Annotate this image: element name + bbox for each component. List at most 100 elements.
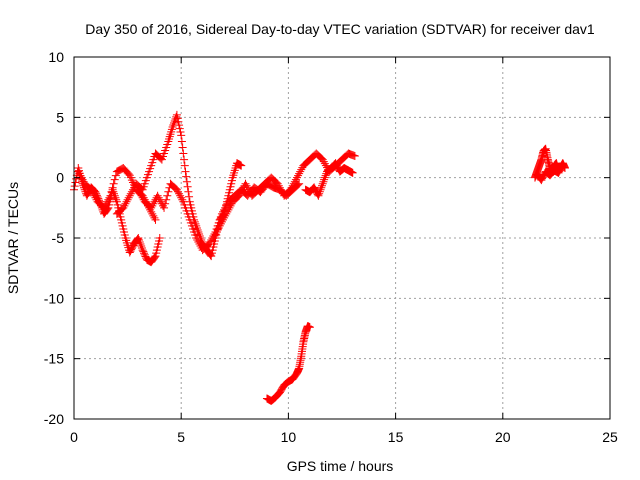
axis-ticks bbox=[73, 56, 611, 420]
data-point-interp bbox=[107, 187, 116, 196]
data-point bbox=[192, 234, 201, 242]
data-point bbox=[100, 203, 109, 212]
data-point-interp bbox=[275, 389, 284, 398]
data-point-interp bbox=[267, 182, 276, 191]
data-point-interp bbox=[124, 170, 133, 179]
data-point-interp bbox=[89, 189, 98, 198]
data-point-interp bbox=[135, 187, 144, 196]
data-point bbox=[106, 191, 115, 200]
data-point-interp bbox=[219, 215, 228, 224]
data-point-interp bbox=[212, 227, 221, 236]
data-point-interp bbox=[275, 183, 284, 192]
data-point-interp bbox=[140, 249, 149, 258]
data-point-interp bbox=[316, 153, 325, 162]
y-tick-label: 0 bbox=[56, 170, 64, 186]
data-point bbox=[181, 167, 190, 176]
data-point bbox=[125, 191, 134, 200]
data-point-interp bbox=[175, 189, 184, 198]
data-point-interp bbox=[117, 205, 126, 214]
data-point bbox=[273, 179, 282, 188]
data-point-interp bbox=[150, 213, 159, 222]
data-point-interp bbox=[136, 240, 145, 249]
data-point-interp bbox=[271, 177, 280, 186]
data-point-interp bbox=[177, 193, 186, 202]
data-point-interp bbox=[202, 242, 211, 251]
data-point-interp bbox=[185, 192, 194, 201]
x-tick-label: 0 bbox=[70, 429, 78, 445]
data-point bbox=[235, 191, 244, 200]
data-point-interp bbox=[276, 185, 285, 194]
data-point-interp bbox=[138, 193, 147, 202]
data-point bbox=[74, 167, 83, 176]
data-point-interp bbox=[105, 193, 114, 202]
data-point-interp bbox=[122, 197, 131, 206]
data-point bbox=[305, 323, 314, 332]
data-point bbox=[87, 185, 96, 194]
data-point-interp bbox=[220, 213, 229, 222]
data-point-interp bbox=[126, 189, 135, 198]
data-point bbox=[172, 185, 181, 194]
y-tick-label: -15 bbox=[44, 351, 64, 367]
data-point-interp bbox=[290, 177, 299, 186]
data-point bbox=[160, 203, 169, 212]
data-point-interp bbox=[124, 193, 133, 202]
data-point-interp bbox=[320, 173, 329, 182]
data-point-interp bbox=[154, 193, 163, 202]
x-tick-label: 15 bbox=[388, 429, 404, 445]
data-point-interp bbox=[139, 247, 148, 256]
data-point-interp bbox=[85, 183, 94, 192]
data-point bbox=[119, 203, 128, 212]
y-tick-labels: -20 -15 -10 -5 0 5 10 bbox=[44, 49, 64, 427]
data-point-interp bbox=[195, 231, 204, 240]
x-tick-label: 25 bbox=[602, 429, 618, 445]
data-point-interp bbox=[178, 143, 187, 152]
data-point-interp bbox=[156, 154, 165, 163]
data-point-interp bbox=[176, 128, 185, 137]
data-point bbox=[134, 234, 143, 242]
data-point-interp bbox=[184, 187, 193, 196]
data-point-interp bbox=[217, 217, 226, 226]
data-point-interp bbox=[321, 161, 330, 170]
data-point-interp bbox=[320, 175, 329, 184]
data-point-interp bbox=[288, 181, 297, 190]
data-point-interp bbox=[78, 175, 87, 184]
data-point-interp bbox=[319, 177, 328, 186]
y-tick-label: 10 bbox=[48, 49, 64, 65]
data-point-interp bbox=[207, 236, 216, 245]
data-point-interp bbox=[137, 242, 146, 251]
data-point-interp bbox=[320, 159, 329, 168]
data-point-interp bbox=[162, 195, 171, 204]
data-point-interp bbox=[75, 169, 84, 178]
data-point-interp bbox=[148, 209, 157, 218]
data-point bbox=[222, 209, 231, 218]
data-point-interp bbox=[244, 185, 253, 194]
data-point-interp bbox=[150, 253, 159, 262]
data-point-interp bbox=[210, 231, 219, 240]
data-point-interp bbox=[216, 219, 225, 228]
data-point-interp bbox=[76, 171, 85, 180]
data-point-interp bbox=[71, 178, 80, 187]
data-point-interp bbox=[321, 171, 330, 180]
data-point-interp bbox=[224, 205, 233, 214]
data-point bbox=[558, 161, 567, 170]
data-point-interp bbox=[88, 187, 97, 196]
data-point bbox=[172, 110, 181, 119]
data-point-interp bbox=[180, 161, 189, 170]
data-point-interp bbox=[180, 155, 189, 164]
y-axis-label: SDTVAR / TECUs bbox=[5, 182, 21, 294]
data-point-interp bbox=[291, 175, 300, 184]
data-point-interp bbox=[295, 169, 304, 178]
data-point bbox=[286, 185, 295, 194]
data-point-interp bbox=[266, 181, 275, 190]
data-point-interp bbox=[205, 250, 214, 259]
data-point bbox=[147, 203, 156, 212]
data-point-interp bbox=[179, 149, 188, 158]
data-point-interp bbox=[121, 199, 130, 208]
data-point-interp bbox=[70, 182, 79, 191]
data-point-interp bbox=[194, 238, 203, 247]
data-point-interp bbox=[316, 185, 325, 194]
data-point-interp bbox=[206, 251, 215, 260]
data-point-interp bbox=[191, 219, 200, 228]
x-tick-label: 10 bbox=[281, 429, 297, 445]
data-point-interp bbox=[150, 254, 159, 263]
